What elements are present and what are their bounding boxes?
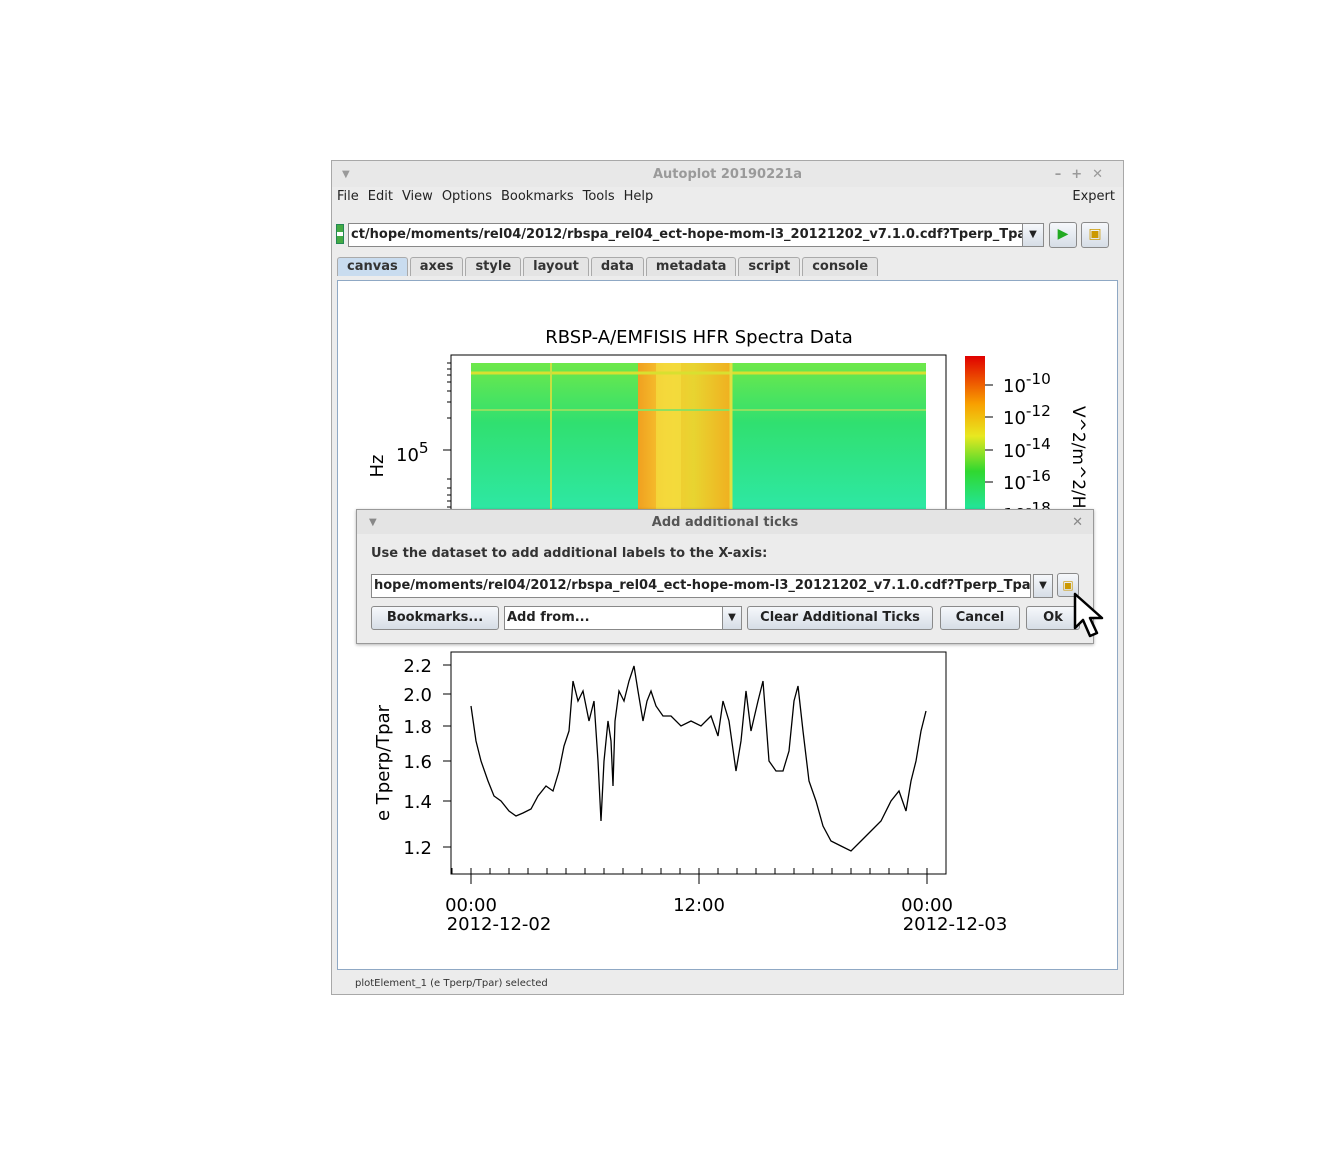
dialog-close[interactable]: ✕ [1072, 515, 1083, 530]
dialog-menu-arrow[interactable]: ▼ [369, 517, 377, 528]
dialog-browse-button[interactable]: ▣ [1057, 573, 1079, 597]
mode-label[interactable]: Expert [1072, 189, 1115, 204]
colorbar-tick-exp: -12 [1026, 402, 1051, 420]
y-tick-label: 2.2 [403, 656, 432, 677]
y-tick-label: 1.4 [403, 792, 432, 813]
dialog-title: Add additional ticks [651, 515, 799, 530]
bookmarks-button[interactable]: Bookmarks... [371, 606, 499, 630]
drag-handle[interactable] [336, 224, 344, 244]
tab[interactable]: style [465, 257, 522, 276]
mouse-cursor [1073, 592, 1104, 638]
x-tick-label: 00:00 [445, 895, 497, 916]
tab[interactable]: layout [523, 257, 589, 276]
uri-dropdown[interactable]: ▼ [1022, 223, 1044, 247]
colorbar-tick-exp: -10 [1026, 370, 1051, 388]
spectrogram-title: RBSP-A/EMFISIS HFR Spectra Data [545, 327, 852, 348]
colorbar-tick: 10-14 [1003, 435, 1051, 462]
add-ticks-dialog: Add additional ticks ▼ ✕ Use the dataset… [356, 509, 1094, 644]
title-bar: Autoplot 20190221a ▼ –+✕ [332, 161, 1123, 187]
spectrogram-y-tick-base: 10 [396, 445, 419, 466]
y-tick-label: 1.8 [403, 717, 432, 738]
tab-bar: canvas axes style layout data metadata script c… [337, 257, 880, 276]
spectrogram-y-tick-exp: 5 [419, 439, 429, 457]
colorbar-tick: 10-16 [1003, 467, 1051, 494]
menu-item[interactable]: View [401, 189, 433, 204]
window-controls[interactable]: –+✕ [1054, 167, 1113, 182]
y-tick-label: 1.6 [403, 752, 432, 773]
tab[interactable]: script [738, 257, 801, 276]
timeseries-frame [450, 651, 947, 875]
dialog-prompt: Use the dataset to add additional labels… [371, 546, 768, 561]
uri-field[interactable]: ct/hope/moments/rel04/2012/rbspa_rel04_e… [348, 223, 1024, 247]
tab[interactable]: data [590, 257, 644, 276]
colorbar-tick-base: 10 [1003, 473, 1026, 494]
colorbar-tick: 10-10 [1003, 370, 1051, 397]
go-button[interactable]: ▶ [1049, 222, 1077, 248]
status-bar: plotElement_1 (e Tperp/Tpar) selected [355, 978, 548, 989]
colorbar-tick-base: 10 [1003, 441, 1026, 462]
clear-ticks-button[interactable]: Clear Additional Ticks [747, 606, 933, 630]
x-tick-label: 2012-12-03 [903, 914, 1008, 935]
colorbar-label: V^2/m^2/Hz [1068, 406, 1088, 518]
add-from-combo[interactable]: Add from... [504, 606, 724, 630]
menu-item[interactable]: Bookmarks [500, 189, 574, 204]
window-menu-arrow[interactable]: ▼ [342, 169, 350, 180]
cancel-button[interactable]: Cancel [940, 606, 1020, 630]
timeseries-trace [470, 665, 927, 852]
window-title: Autoplot 20190221a [652, 167, 803, 182]
tab[interactable]: axes [409, 257, 464, 276]
menu-item[interactable]: File [337, 189, 359, 204]
y-tick-label: 1.2 [403, 838, 432, 859]
dialog-title-bar: Add additional ticks ▼ ✕ [357, 510, 1093, 534]
x-tick-label: 2012-12-02 [447, 914, 552, 935]
menu-item[interactable]: Edit [367, 189, 393, 204]
spectrogram-y-label: Hz [367, 455, 388, 478]
colorbar-tick-exp: -14 [1026, 435, 1051, 453]
colorbar-tick-base: 10 [1003, 376, 1026, 397]
dialog-uri-field[interactable]: hope/moments/rel04/2012/rbspa_rel04_ect-… [371, 574, 1031, 598]
x-tick-label: 00:00 [901, 895, 953, 916]
tab[interactable]: canvas [337, 257, 408, 276]
menu-item[interactable]: Options [441, 189, 492, 204]
dialog-uri-dropdown[interactable]: ▼ [1033, 574, 1053, 598]
timeseries-y-label: e Tperp/Tpar [373, 704, 394, 821]
colorbar-tick: 10-12 [1003, 402, 1051, 429]
y-tick-label: 2.0 [403, 685, 432, 706]
tab[interactable]: metadata [645, 257, 737, 276]
spectrogram-band [656, 363, 681, 513]
browse-button[interactable]: ▣ [1081, 222, 1109, 248]
tab[interactable]: console [802, 257, 879, 276]
colorbar [965, 356, 985, 516]
spectrogram-band [638, 363, 731, 513]
menu-bar: File Edit View Options Bookmarks Tools Help [332, 187, 1123, 209]
colorbar-tick-base: 10 [1003, 408, 1026, 429]
add-from-dropdown[interactable]: ▼ [722, 606, 742, 630]
colorbar-tick-exp: -16 [1026, 467, 1051, 485]
spectrogram-y-tick: 105 [396, 439, 429, 466]
menu-item[interactable]: Help [623, 189, 654, 204]
menu-item[interactable]: Tools [582, 189, 615, 204]
x-tick-label: 12:00 [673, 895, 725, 916]
